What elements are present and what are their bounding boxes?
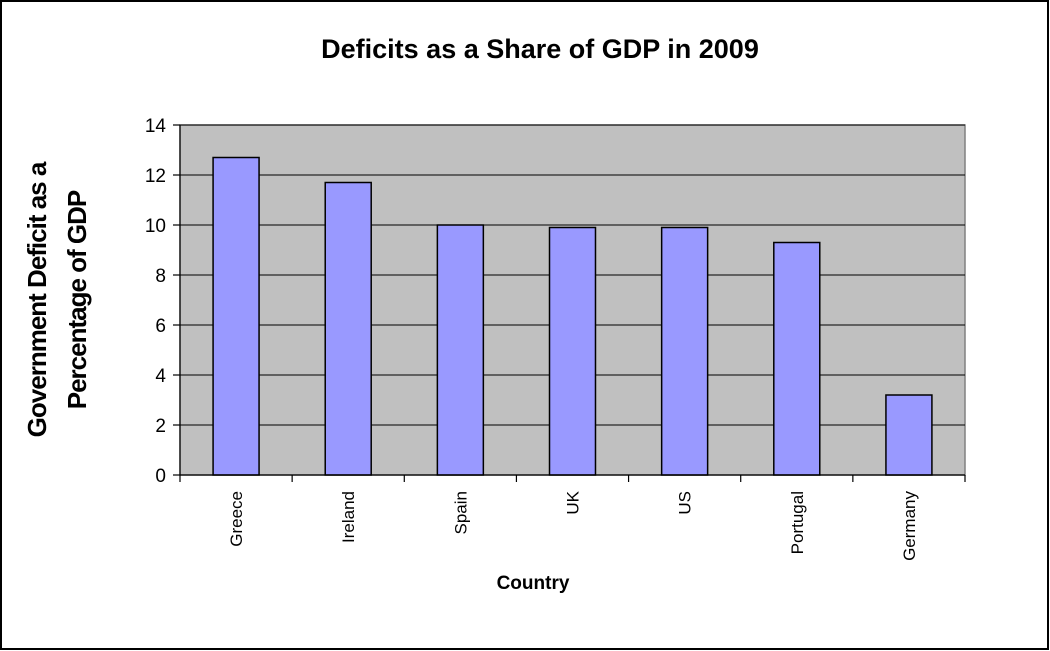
x-axis-label: Country — [497, 573, 570, 594]
bars-layer — [212, 156, 933, 476]
bar-ireland — [324, 181, 372, 476]
bar-us — [660, 226, 709, 476]
y-axis-label-line-2: Percentage of GDP — [62, 190, 92, 409]
x-tick-label-spain: Spain — [451, 491, 470, 534]
x-tick-label-portugal: Portugal — [788, 491, 807, 554]
y-tick-label: 8 — [155, 266, 166, 287]
bar-germany — [885, 394, 933, 476]
bar-uk — [548, 226, 597, 476]
bar-greece — [212, 156, 260, 476]
y-tick-label: 4 — [155, 366, 166, 387]
x-tick-layer: Greece Ireland Spain UK US Portugal Germany — [179, 475, 966, 561]
y-axis-label-line-1: Government Deficit as a — [22, 161, 52, 437]
x-tick-label-uk: UK — [564, 490, 583, 514]
x-tick-label-us: US — [676, 491, 695, 515]
x-tick-label-ireland: Ireland — [339, 491, 358, 543]
y-tick-label: 0 — [155, 466, 166, 487]
x-tick-label-greece: Greece — [227, 491, 246, 547]
y-tick-label: 14 — [145, 116, 167, 137]
y-tick-label: 2 — [155, 416, 166, 437]
y-tick-layer: 0 2 4 6 8 10 12 14 — [145, 116, 180, 487]
y-tick-label: 12 — [145, 166, 166, 187]
x-tick-label-germany: Germany — [900, 491, 919, 561]
y-tick-label: 10 — [145, 216, 166, 237]
chart-title: Deficits as a Share of GDP in 2009 — [321, 34, 759, 64]
bar-portugal — [773, 241, 821, 476]
bar-spain — [436, 224, 485, 476]
y-tick-label: 6 — [155, 316, 166, 337]
